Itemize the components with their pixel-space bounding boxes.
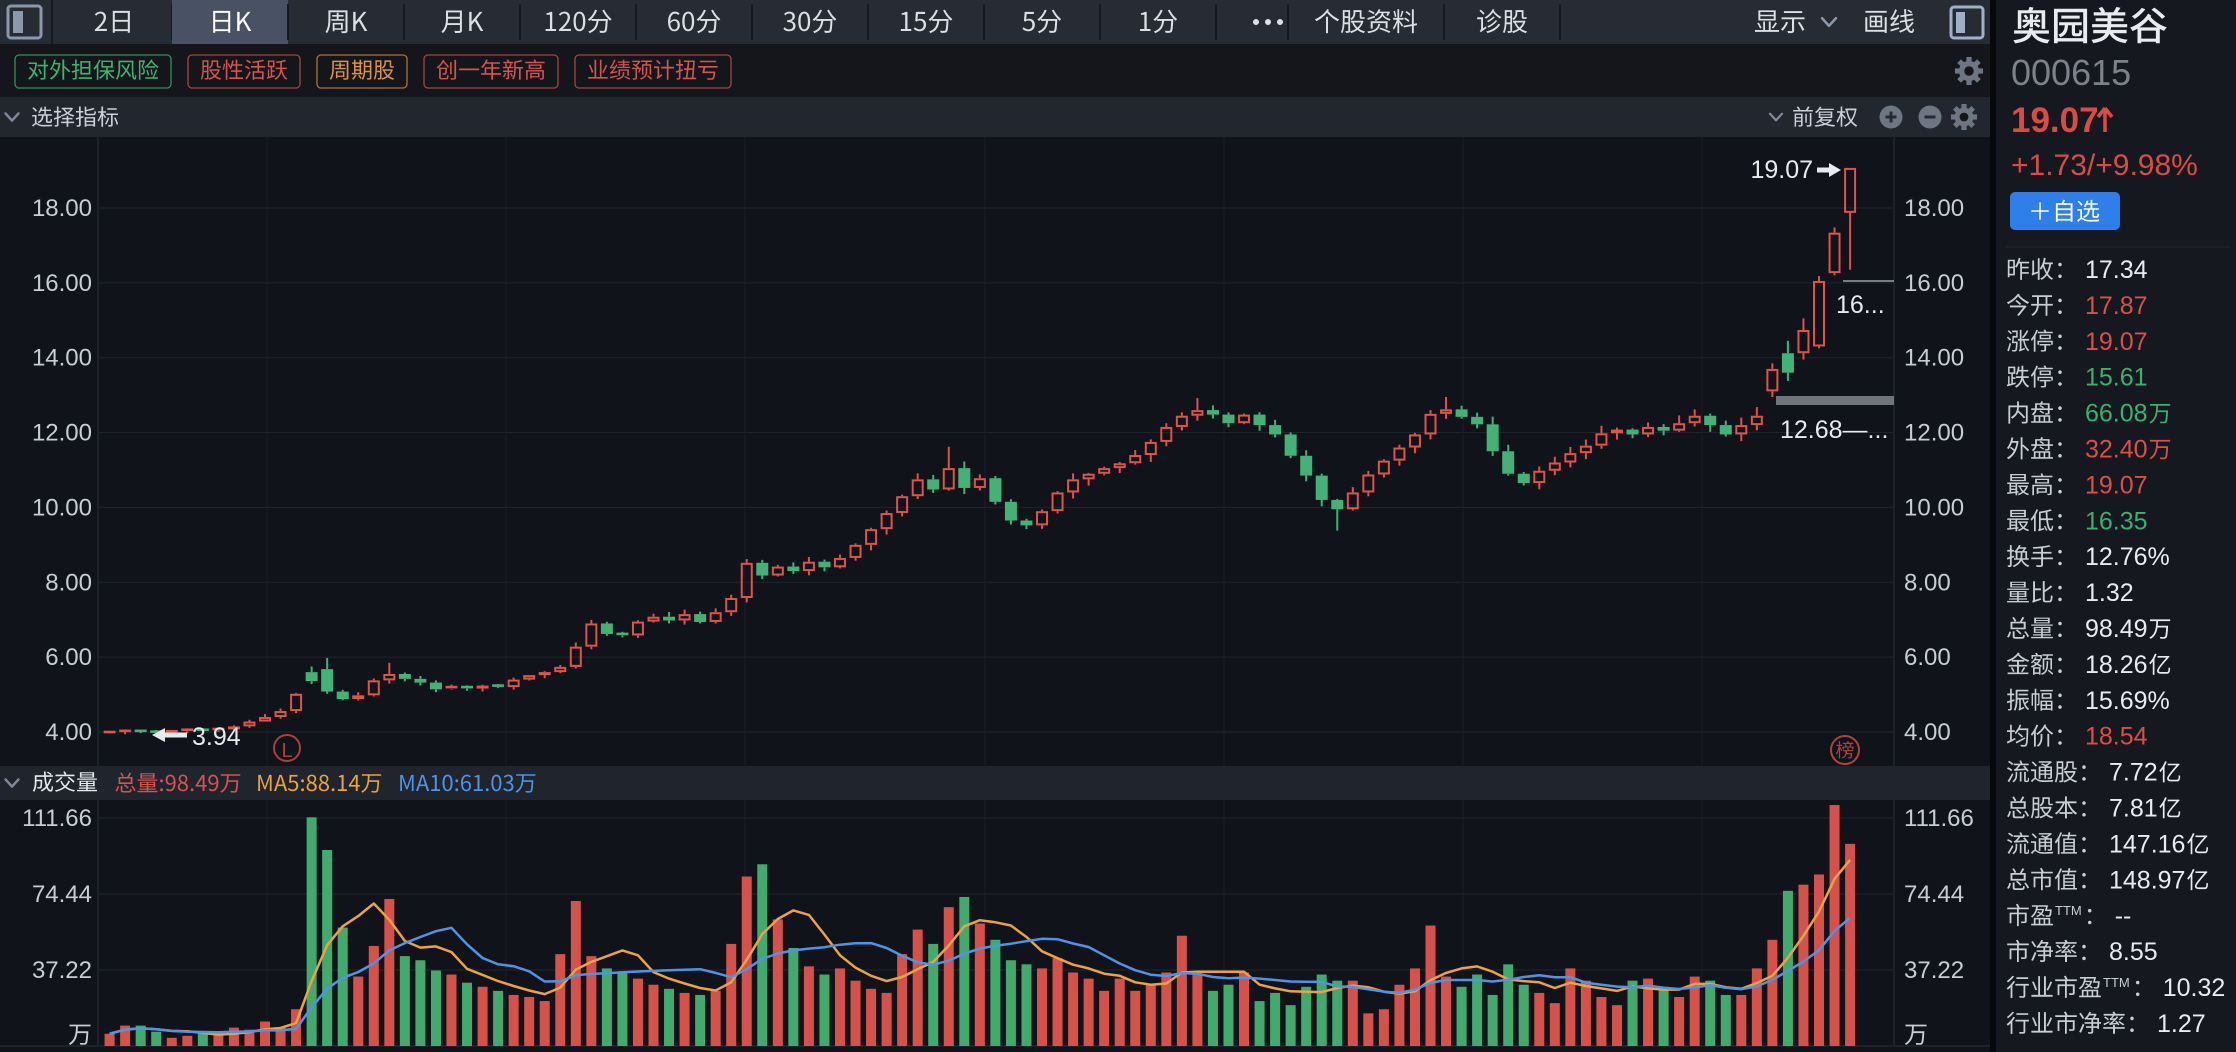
svg-text:66.08: 66.08 bbox=[2085, 400, 2148, 428]
svg-text:16.00: 16.00 bbox=[1904, 270, 1964, 297]
svg-text:16...: 16... bbox=[1836, 291, 1885, 319]
svg-text:1.32: 1.32 bbox=[2085, 579, 2134, 607]
svg-text:32.40: 32.40 bbox=[2085, 436, 2148, 464]
svg-text:37.22: 37.22 bbox=[32, 957, 92, 984]
svg-text:18.00: 18.00 bbox=[1904, 195, 1964, 222]
svg-text:6.00: 6.00 bbox=[45, 644, 92, 671]
svg-text:16.35: 16.35 bbox=[2085, 507, 2148, 535]
svg-text:16.00: 16.00 bbox=[32, 270, 92, 297]
svg-text:19.07: 19.07 bbox=[2011, 101, 2099, 140]
svg-text:98.49: 98.49 bbox=[2085, 615, 2148, 643]
svg-text:4.00: 4.00 bbox=[1904, 719, 1951, 746]
svg-text:TTM: TTM bbox=[2055, 903, 2082, 918]
svg-text:15.69%: 15.69% bbox=[2085, 687, 2170, 715]
svg-text:--: -- bbox=[2115, 902, 2132, 930]
svg-text:1.27: 1.27 bbox=[2157, 1010, 2206, 1038]
svg-text:111.66: 111.66 bbox=[22, 805, 92, 832]
svg-text:74.44: 74.44 bbox=[1904, 881, 1964, 908]
svg-text:10.00: 10.00 bbox=[1904, 494, 1964, 521]
svg-text:147.16: 147.16 bbox=[2109, 830, 2185, 858]
svg-text:8.55: 8.55 bbox=[2109, 938, 2158, 966]
svg-text:14.00: 14.00 bbox=[1904, 345, 1964, 372]
svg-text:000615: 000615 bbox=[2011, 52, 2131, 93]
svg-text:TTM: TTM bbox=[2103, 975, 2130, 990]
svg-text:10.00: 10.00 bbox=[32, 494, 92, 521]
svg-text:74.44: 74.44 bbox=[32, 881, 92, 908]
svg-text:18.26: 18.26 bbox=[2085, 651, 2148, 679]
svg-text:15.61: 15.61 bbox=[2085, 364, 2148, 392]
svg-text:37.22: 37.22 bbox=[1904, 957, 1964, 984]
svg-text:19.07: 19.07 bbox=[2085, 471, 2148, 499]
svg-text:19.07: 19.07 bbox=[2085, 328, 2148, 356]
svg-text:8.00: 8.00 bbox=[45, 569, 92, 596]
svg-text:8.00: 8.00 bbox=[1904, 569, 1951, 596]
svg-text:17.87: 17.87 bbox=[2085, 292, 2148, 320]
svg-text:12.00: 12.00 bbox=[1904, 420, 1964, 447]
svg-text:18.54: 18.54 bbox=[2085, 723, 2148, 751]
svg-text:14.00: 14.00 bbox=[32, 345, 92, 372]
svg-text:+1.73/+9.98%: +1.73/+9.98% bbox=[2011, 149, 2198, 182]
svg-text:6.00: 6.00 bbox=[1904, 644, 1951, 671]
svg-text:12.76%: 12.76% bbox=[2085, 543, 2170, 571]
svg-text:17.34: 17.34 bbox=[2085, 256, 2148, 284]
svg-text:12.00: 12.00 bbox=[32, 420, 92, 447]
svg-text:7.72: 7.72 bbox=[2109, 759, 2158, 787]
svg-text:7.81: 7.81 bbox=[2109, 795, 2158, 823]
svg-text:19.07: 19.07 bbox=[1750, 156, 1813, 184]
svg-text:148.97: 148.97 bbox=[2109, 866, 2185, 894]
svg-text:18.00: 18.00 bbox=[32, 195, 92, 222]
svg-text:4.00: 4.00 bbox=[45, 719, 92, 746]
svg-text:L: L bbox=[281, 740, 292, 762]
svg-text:10.32: 10.32 bbox=[2163, 974, 2226, 1002]
svg-text:111.66: 111.66 bbox=[1904, 805, 1974, 832]
svg-text:3.94: 3.94 bbox=[192, 723, 241, 751]
svg-text:12.68—...: 12.68—... bbox=[1780, 416, 1888, 444]
